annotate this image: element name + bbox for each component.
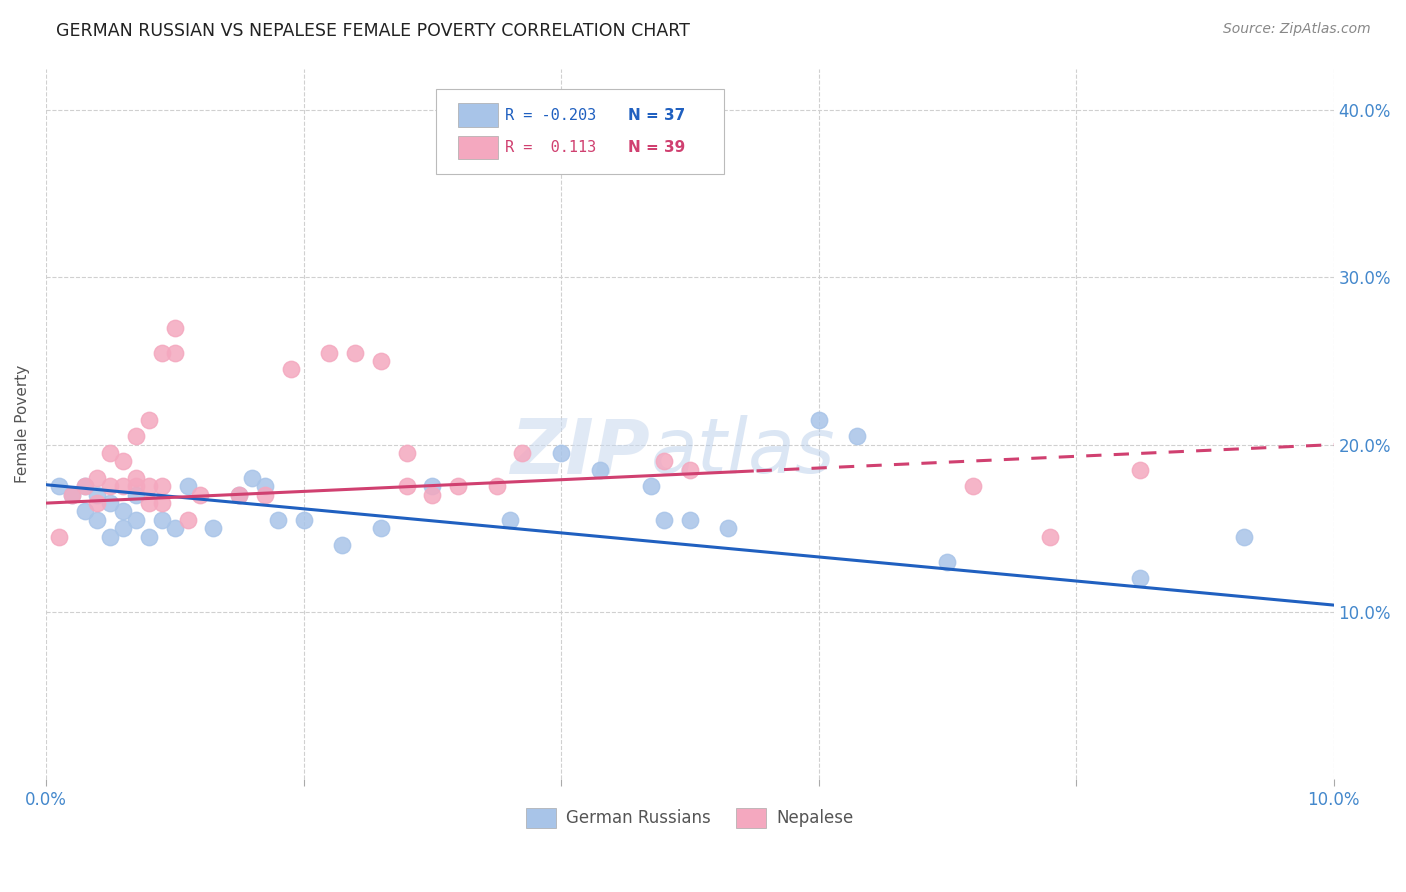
- Point: [73, 479, 96, 493]
- Point: [485, 479, 508, 493]
- Point: [176, 513, 198, 527]
- Point: [640, 479, 662, 493]
- Point: [498, 513, 520, 527]
- Point: [370, 354, 392, 368]
- Point: [395, 446, 418, 460]
- Point: [86, 513, 108, 527]
- Point: [60, 488, 83, 502]
- Text: N = 39: N = 39: [628, 140, 686, 154]
- Text: R =  0.113: R = 0.113: [505, 140, 596, 154]
- Point: [228, 488, 250, 502]
- Point: [962, 479, 984, 493]
- Point: [48, 479, 70, 493]
- Point: [98, 530, 121, 544]
- Point: [125, 488, 148, 502]
- Point: [150, 345, 173, 359]
- Point: [679, 513, 702, 527]
- Point: [163, 345, 186, 359]
- Point: [1039, 530, 1062, 544]
- Y-axis label: Female Poverty: Female Poverty: [15, 365, 30, 483]
- Point: [846, 429, 869, 443]
- Text: N = 37: N = 37: [628, 108, 686, 122]
- Point: [936, 555, 959, 569]
- Point: [190, 488, 212, 502]
- Point: [807, 412, 830, 426]
- Point: [98, 496, 121, 510]
- Point: [1232, 530, 1254, 544]
- Point: [98, 446, 121, 460]
- Text: R = -0.203: R = -0.203: [505, 108, 596, 122]
- Point: [370, 521, 392, 535]
- Point: [138, 479, 160, 493]
- Point: [652, 454, 675, 468]
- Point: [138, 530, 160, 544]
- Point: [125, 479, 148, 493]
- Point: [318, 345, 340, 359]
- Point: [125, 513, 148, 527]
- Point: [150, 479, 173, 493]
- Point: [73, 479, 96, 493]
- Point: [48, 530, 70, 544]
- Point: [395, 479, 418, 493]
- Point: [589, 463, 612, 477]
- Text: ZIP: ZIP: [512, 415, 651, 489]
- Point: [176, 479, 198, 493]
- Point: [420, 488, 443, 502]
- Point: [138, 412, 160, 426]
- Point: [512, 446, 534, 460]
- Point: [163, 320, 186, 334]
- Point: [125, 429, 148, 443]
- Text: Source: ZipAtlas.com: Source: ZipAtlas.com: [1223, 22, 1371, 37]
- Text: atlas: atlas: [651, 415, 835, 489]
- Point: [330, 538, 353, 552]
- Point: [125, 471, 148, 485]
- Point: [138, 496, 160, 510]
- Point: [86, 488, 108, 502]
- Point: [343, 345, 366, 359]
- Point: [550, 446, 572, 460]
- Point: [292, 513, 315, 527]
- Point: [267, 513, 290, 527]
- Point: [86, 471, 108, 485]
- Point: [98, 479, 121, 493]
- Point: [202, 521, 225, 535]
- Point: [112, 521, 135, 535]
- Point: [112, 479, 135, 493]
- Point: [447, 479, 470, 493]
- Point: [163, 521, 186, 535]
- Point: [112, 454, 135, 468]
- Point: [280, 362, 302, 376]
- Point: [717, 521, 740, 535]
- Point: [253, 488, 276, 502]
- Point: [150, 513, 173, 527]
- Point: [253, 479, 276, 493]
- Point: [73, 504, 96, 518]
- Point: [652, 513, 675, 527]
- Point: [150, 496, 173, 510]
- Legend: German Russians, Nepalese: German Russians, Nepalese: [520, 801, 860, 835]
- Point: [1129, 571, 1152, 585]
- Point: [60, 488, 83, 502]
- Point: [240, 471, 263, 485]
- Text: GERMAN RUSSIAN VS NEPALESE FEMALE POVERTY CORRELATION CHART: GERMAN RUSSIAN VS NEPALESE FEMALE POVERT…: [56, 22, 690, 40]
- Point: [420, 479, 443, 493]
- Point: [112, 504, 135, 518]
- Point: [228, 488, 250, 502]
- Point: [679, 463, 702, 477]
- Point: [1129, 463, 1152, 477]
- Point: [86, 496, 108, 510]
